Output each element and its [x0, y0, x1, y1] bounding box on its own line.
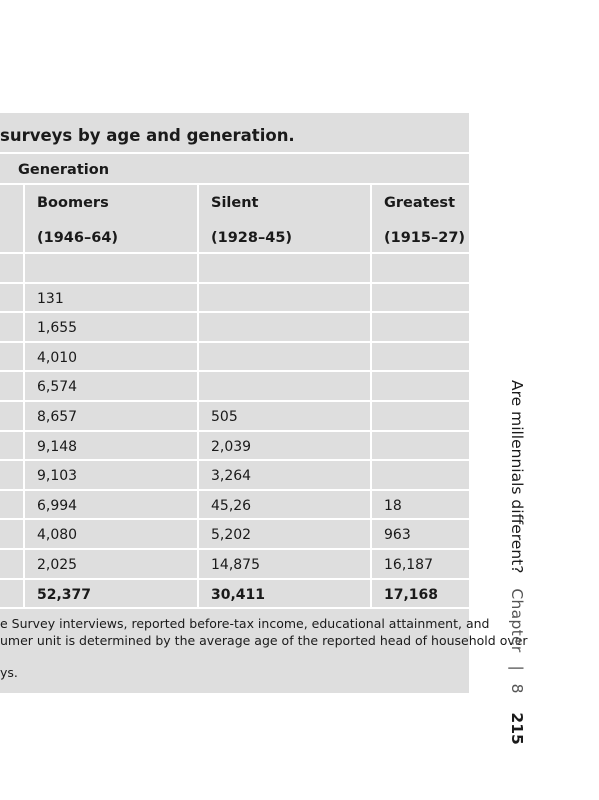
table-cell: 18 — [384, 498, 402, 514]
generation-header: Generation — [18, 162, 110, 178]
table-cell: 8,657 — [37, 409, 78, 425]
table-bottom-divider — [0, 607, 469, 609]
running-head-chapter-label: Chapter — [508, 588, 526, 653]
table-cell: 45,26 — [211, 498, 252, 514]
table-cell: 6,994 — [37, 498, 78, 514]
row-divider — [0, 578, 469, 580]
total-cell: 17,168 — [384, 587, 439, 603]
page-number: 215 — [508, 712, 526, 745]
table-cell: 9,103 — [37, 468, 78, 484]
row-divider — [0, 370, 469, 372]
table-cell: 5,202 — [211, 527, 252, 543]
column-divider — [197, 185, 199, 608]
table-panel — [0, 113, 469, 693]
table-cell: 4,010 — [37, 350, 78, 366]
total-cell: 30,411 — [211, 587, 266, 603]
table-note-line-3: ys. — [0, 665, 18, 680]
row-divider — [0, 489, 469, 491]
row-divider — [0, 252, 469, 254]
column-header-boomers: Boomers — [37, 195, 109, 211]
column-divider — [23, 185, 25, 608]
table-cell: 9,148 — [37, 439, 78, 455]
table-cell: 131 — [37, 291, 64, 307]
table-cell: 2,025 — [37, 557, 78, 573]
running-head: Are millennials different? Chapter | 8 2… — [508, 380, 526, 745]
running-head-separator: | — [508, 665, 526, 671]
column-years-silent: (1928–45) — [211, 230, 293, 246]
divider — [0, 152, 469, 154]
total-cell: 52,377 — [37, 587, 92, 603]
row-divider — [0, 430, 469, 432]
table-cell: 6,574 — [37, 379, 78, 395]
column-years-greatest: (1915–27) — [384, 230, 466, 246]
row-divider — [0, 518, 469, 520]
row-divider — [0, 282, 469, 284]
running-head-chapter-number: 8 — [508, 683, 526, 694]
column-divider — [370, 185, 372, 608]
table-cell: 14,875 — [211, 557, 260, 573]
column-header-greatest: Greatest — [384, 195, 455, 211]
table-cell: 4,080 — [37, 527, 78, 543]
table-cell: 1,655 — [37, 320, 78, 336]
table-caption: surveys by age and generation. — [0, 126, 295, 145]
table-note-line-1: e Survey interviews, reported before-tax… — [0, 616, 490, 631]
column-header-silent: Silent — [211, 195, 259, 211]
row-divider — [0, 341, 469, 343]
row-divider — [0, 548, 469, 550]
divider — [0, 183, 469, 185]
table-cell: 505 — [211, 409, 238, 425]
table-cell: 3,264 — [211, 468, 252, 484]
table-cell: 963 — [384, 527, 411, 543]
table-cell: 16,187 — [384, 557, 433, 573]
column-years-boomers: (1946–64) — [37, 230, 119, 246]
row-divider — [0, 459, 469, 461]
running-head-title: Are millennials different? — [508, 380, 526, 574]
table-cell: 2,039 — [211, 439, 252, 455]
row-divider — [0, 400, 469, 402]
row-divider — [0, 311, 469, 313]
table-note-line-2: umer unit is determined by the average a… — [0, 633, 528, 648]
